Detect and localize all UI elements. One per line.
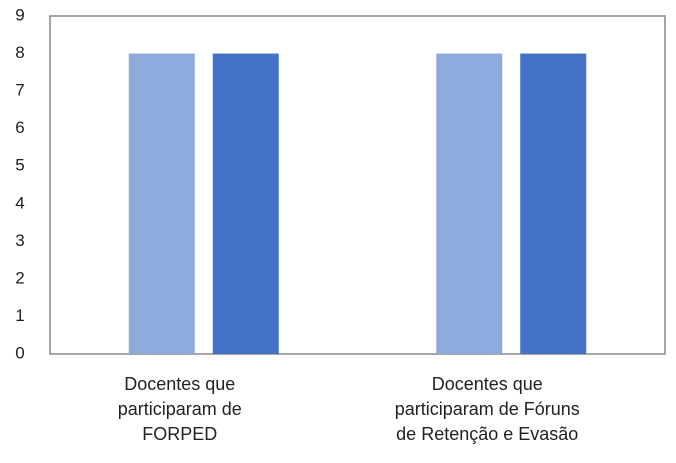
bar [436,53,503,355]
bar [128,53,195,355]
bar [520,53,587,355]
y-tick-label: 7 [15,81,24,100]
plot-frame [49,15,666,355]
y-tick-label: 5 [15,156,24,175]
y-tick-label: 2 [15,268,24,287]
y-tick-label: 4 [15,193,24,212]
y-tick-label: 6 [15,118,24,137]
y-tick-label: 3 [15,231,24,250]
y-tick-label: 9 [15,5,24,24]
x-tick-label: Docentes que participaram de Fóruns de R… [394,374,580,444]
x-tick-label: Docentes que participaram de FORPED [117,374,242,444]
y-tick-label: 0 [15,343,24,362]
bar [212,53,279,355]
y-tick-label: 1 [15,306,24,325]
y-tick-label: 8 [15,43,24,62]
